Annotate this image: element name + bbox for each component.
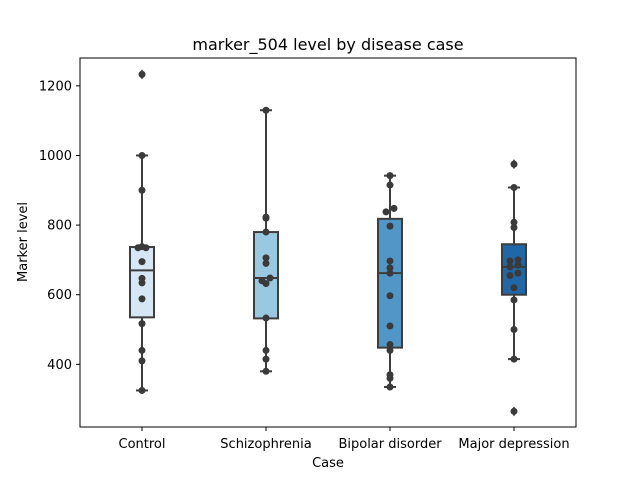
y-tick-label: 800 [47,219,72,234]
y-axis: 400 600 800 1000 1200 [39,79,80,373]
data-point [138,346,146,354]
data-point [510,218,518,226]
data-point [510,407,518,415]
data-point [510,160,518,168]
data-point [138,70,146,78]
data-point [262,259,270,267]
data-point [386,322,394,330]
data-point [510,183,518,191]
data-point [262,214,270,222]
box-body [253,231,279,320]
points-layer [134,70,522,415]
data-point [386,383,394,391]
data-point [386,222,394,230]
y-tick-label: 600 [47,288,72,303]
x-axis: Control Schizophrenia Bipolar disorder Majo… [119,427,570,452]
data-point [138,320,146,328]
data-point [386,181,394,189]
data-point [386,264,394,272]
x-tick-label: Major depression [458,437,569,452]
y-axis-label: Marker level [16,202,31,282]
data-point [382,208,390,216]
data-point [266,274,274,282]
data-point [262,280,270,288]
x-tick-label: Bipolar disorder [338,437,442,452]
data-point [386,340,394,348]
data-point [506,272,514,280]
box-2 [377,174,403,388]
data-point [510,224,518,232]
data-point [134,244,142,252]
data-point [262,228,270,236]
data-point [142,244,150,252]
data-point [506,263,514,271]
data-point [262,346,270,354]
data-point [510,296,518,304]
data-point [390,204,398,212]
data-point [386,257,394,265]
x-axis-label: Case [312,456,344,471]
data-point [138,279,146,287]
data-point [262,355,270,363]
y-tick-label: 1000 [39,149,72,164]
data-point [514,261,522,269]
box-1 [253,109,279,373]
data-point [138,186,146,194]
box-0 [129,69,155,392]
data-point [138,258,146,266]
data-point [262,367,270,375]
chart-title: marker_504 level by disease case [192,35,463,55]
data-point [510,355,518,363]
data-point [510,326,518,334]
data-point [506,257,514,265]
data-point [262,314,270,322]
x-tick-label: Control [119,437,166,452]
data-point [138,357,146,365]
data-point [138,386,146,394]
y-tick-label: 1200 [39,79,72,94]
data-point [386,269,394,277]
data-point [386,374,394,382]
boxes-layer [129,69,527,417]
y-tick-label: 400 [47,358,72,373]
data-point [386,346,394,354]
data-point [514,269,522,277]
data-point [510,284,518,292]
data-point [262,106,270,114]
data-point [386,292,394,300]
data-point [138,295,146,303]
data-point [138,151,146,159]
data-point [514,256,522,264]
x-tick-label: Schizophrenia [220,437,311,452]
data-point [262,254,270,262]
plot-frame [79,57,577,428]
data-point [386,172,394,180]
